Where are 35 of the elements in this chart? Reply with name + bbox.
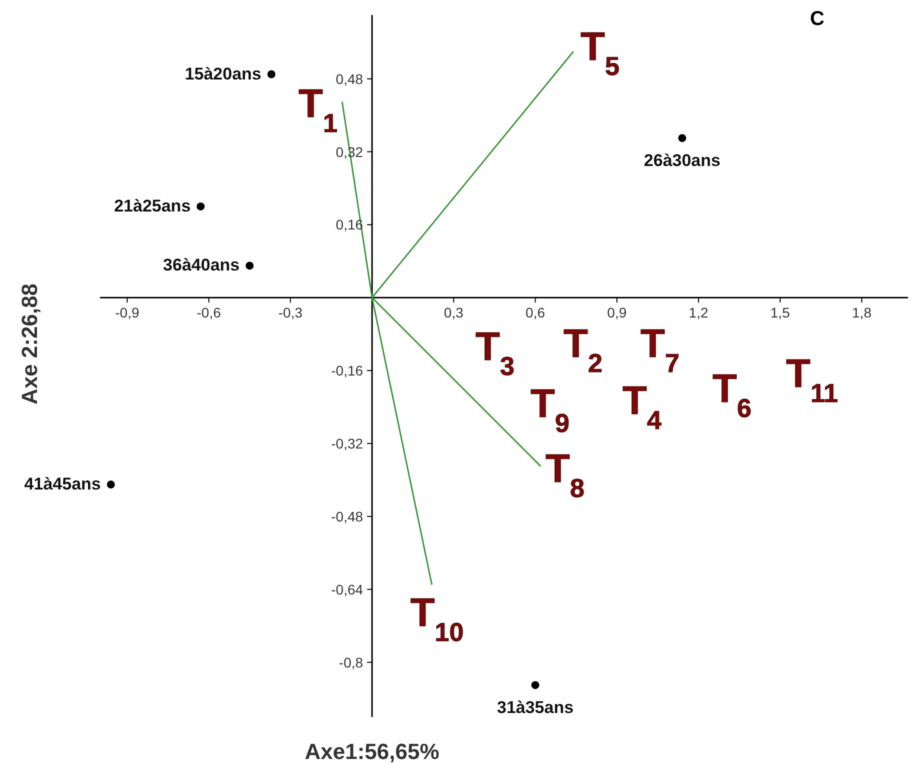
x-tick-label: 1,8 xyxy=(852,304,872,321)
y-tick-label: -0,32 xyxy=(331,435,364,452)
annotation: T$_{5}$ xyxy=(580,25,620,81)
data-label: 41à45ans xyxy=(24,474,101,494)
data-label: 26à30ans xyxy=(644,151,720,170)
y-tick-label: 0,48 xyxy=(336,70,364,87)
y-axis-title: Axe 2:26,88 xyxy=(17,282,43,407)
y-tick-label: -0,8 xyxy=(338,654,364,670)
annotation: T$_{6}$ xyxy=(712,367,752,423)
annotation: T$_{10}$ xyxy=(410,591,464,647)
x-tick-label: -0,9 xyxy=(115,304,140,321)
x-tick-label: 0,6 xyxy=(526,304,546,321)
annotation: T$_{4}$ xyxy=(622,379,662,435)
annotation: T$_{11}$ xyxy=(786,352,838,408)
x-tick-label: 0,9 xyxy=(607,304,627,321)
annotation: T$_{1}$ xyxy=(298,82,338,138)
y-tick-label: -0,16 xyxy=(331,362,364,379)
annotation: T$_{2}$ xyxy=(564,322,602,378)
annotation: T$_{7}$ xyxy=(640,322,680,378)
chart-title: C xyxy=(810,8,824,31)
x-axis-title: Axe1:56,65% xyxy=(304,739,440,765)
y-tick-label: -0,48 xyxy=(331,508,364,524)
annotation: T$_{9}$ xyxy=(530,382,570,438)
x-tick-label: -0,6 xyxy=(196,304,222,321)
data-label: 31à35ans xyxy=(496,698,574,718)
annotation: T$_{3}$ xyxy=(476,325,514,381)
data-label: 15à20ans xyxy=(184,64,262,84)
x-tick-label: 1,5 xyxy=(770,304,790,321)
y-tick-label: -0,64 xyxy=(331,581,364,598)
x-tick-label: 0,3 xyxy=(444,304,464,321)
data-label: 21à25ans xyxy=(114,196,191,216)
annotation: T$_{8}$ xyxy=(546,447,584,503)
x-tick-label: -0,3 xyxy=(278,304,303,321)
x-tick-label: 1,2 xyxy=(688,304,708,321)
data-label: 36à40ans xyxy=(163,256,240,275)
